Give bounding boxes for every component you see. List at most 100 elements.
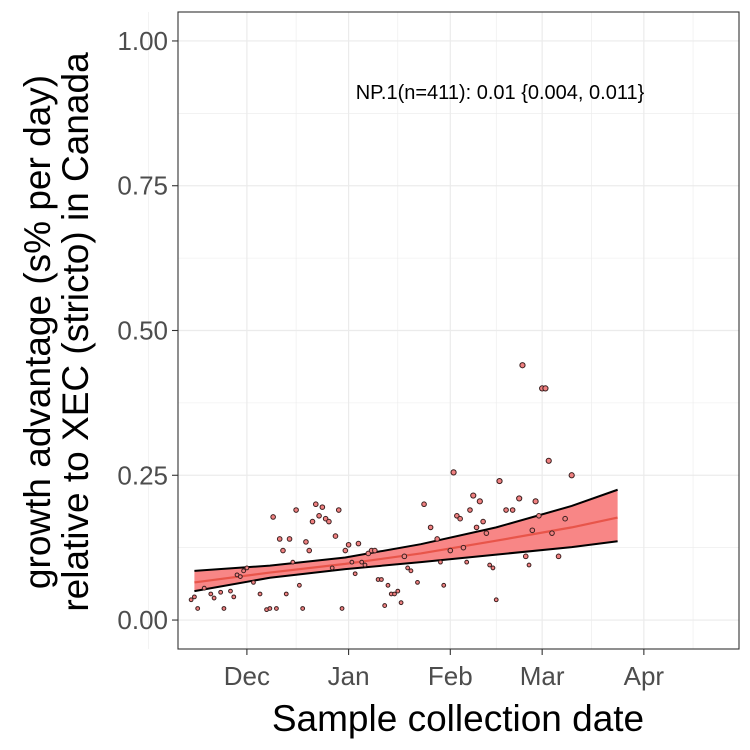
data-point (211, 595, 217, 601)
upper-bound-line (194, 488, 618, 572)
x-tick-label: Dec (224, 661, 270, 691)
lower-bound-line (194, 540, 618, 593)
data-point (280, 547, 286, 554)
x-tick-label: Jan (328, 661, 370, 691)
data-point (329, 565, 335, 571)
y-tick-label: 0.00 (117, 605, 168, 635)
data-point (457, 515, 463, 522)
data-point (395, 588, 401, 594)
data-point (516, 495, 523, 502)
y-axis-title-line1: growth advantage (s% per day) (17, 75, 58, 589)
data-point (355, 540, 362, 547)
data-point (241, 568, 247, 574)
data-point (427, 524, 434, 531)
annotation: NP.1(n=411): 0.01 {0.004, 0.011} (356, 82, 645, 104)
confidence-band-area (194, 489, 618, 592)
data-point (487, 562, 493, 568)
y-axis: 0.00 0.25 0.50 0.75 1.00 (117, 26, 178, 635)
x-axis: Dec Jan Feb Mar Apr (224, 649, 665, 691)
data-point (434, 536, 440, 542)
data-point (231, 594, 237, 600)
data-point (493, 597, 499, 603)
data-point (228, 588, 233, 594)
data-point (221, 606, 227, 611)
data-point (192, 594, 197, 600)
data-point (438, 559, 443, 565)
data-point (270, 514, 276, 520)
x-tick-label: Mar (520, 661, 565, 691)
data-point (555, 553, 562, 560)
confidence-band (194, 488, 618, 593)
data-point (496, 477, 503, 485)
data-point (218, 589, 224, 595)
y-tick-label: 0.50 (117, 316, 168, 346)
data-point (542, 385, 549, 392)
data-point (312, 501, 319, 508)
data-point (201, 585, 207, 591)
x-axis-title: Sample collection date (272, 698, 644, 739)
data-point (316, 513, 322, 519)
data-point (326, 518, 332, 525)
data-point (467, 507, 473, 513)
data-point (503, 507, 509, 513)
data-point (293, 507, 299, 513)
data-point (359, 559, 365, 565)
data-point (244, 565, 250, 571)
x-tick-label: Feb (428, 661, 473, 691)
data-point (483, 530, 490, 536)
data-point (401, 553, 408, 560)
data-point (362, 562, 368, 568)
y-tick-label: 0.25 (117, 460, 168, 490)
data-point (464, 559, 470, 565)
fit-line (194, 516, 618, 584)
data-point (335, 507, 342, 513)
data-point (283, 591, 289, 597)
data-point (339, 606, 345, 611)
data-point (385, 582, 391, 588)
data-point (342, 547, 349, 554)
data-point (352, 571, 358, 577)
data-point (251, 580, 256, 585)
data-point (296, 582, 302, 588)
data-point (195, 606, 201, 611)
data-point (237, 574, 243, 580)
data-point (480, 518, 486, 525)
data-point (549, 530, 555, 536)
y-axis-title: growth advantage (s% per day) relative t… (17, 52, 96, 612)
data-point (306, 547, 313, 554)
data-point (421, 501, 427, 508)
data-point (309, 518, 316, 525)
data-point (300, 606, 306, 611)
data-point (473, 524, 480, 531)
data-point (522, 553, 529, 560)
y-tick-label: 1.00 (117, 26, 168, 56)
data-point (405, 565, 411, 571)
data-point (345, 541, 352, 548)
data-points (188, 362, 575, 613)
data-point (372, 547, 378, 554)
data-point (267, 606, 273, 611)
data-point (415, 580, 420, 585)
data-point (460, 544, 467, 551)
data-point (568, 472, 575, 479)
data-point (532, 498, 539, 505)
data-point (509, 507, 516, 513)
data-point (319, 504, 326, 510)
data-point (349, 559, 355, 565)
data-point (188, 597, 194, 603)
data-point (276, 536, 283, 542)
data-point (536, 513, 542, 519)
x-tick-label: Apr (624, 661, 665, 691)
data-point (392, 591, 397, 597)
data-point (519, 362, 526, 369)
data-point (490, 565, 496, 571)
data-point (257, 591, 263, 597)
data-point (450, 469, 457, 476)
grid-major (178, 12, 739, 649)
y-tick-label: 0.75 (117, 171, 168, 201)
data-point (470, 492, 477, 499)
data-point (441, 582, 447, 588)
data-point (526, 562, 532, 568)
data-point (476, 498, 483, 505)
